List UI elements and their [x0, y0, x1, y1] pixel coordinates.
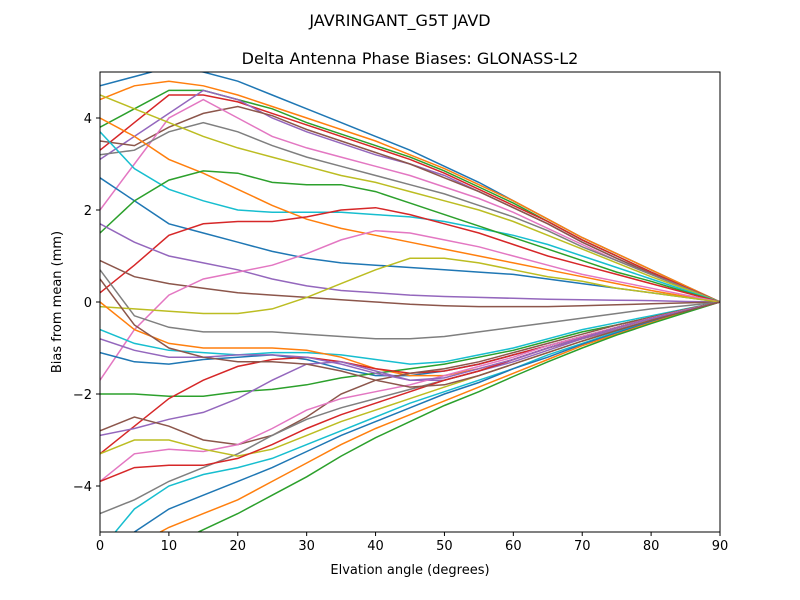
- series-line: [196, 301, 720, 532]
- series-line: [100, 269, 720, 340]
- series-line: [100, 257, 720, 315]
- series-line: [100, 94, 720, 303]
- series-line: [100, 301, 720, 398]
- x-tick-label: 10: [161, 539, 178, 554]
- y-tick-label: 0: [84, 296, 92, 311]
- series-line: [100, 259, 720, 308]
- series-line: [100, 301, 720, 365]
- x-axis-label: Elvation angle (degrees): [330, 563, 489, 578]
- y-tick-label: −2: [73, 388, 92, 403]
- series-line: [100, 229, 720, 381]
- series-line: [133, 301, 720, 532]
- series-line: [100, 80, 720, 303]
- series-line: [100, 301, 720, 446]
- y-tick-label: 4: [84, 112, 92, 127]
- x-tick-label: 20: [230, 539, 247, 554]
- series-line: [100, 117, 720, 303]
- series-line: [100, 121, 720, 303]
- y-axis-label: Bias from mean (mm): [50, 231, 65, 373]
- x-tick-label: 50: [436, 539, 453, 554]
- x-tick-label: 90: [712, 539, 729, 554]
- series-line: [100, 170, 720, 303]
- series-line: [100, 94, 720, 303]
- series-line: [100, 278, 720, 388]
- x-axis: 0 10 20 30 40 50 60 70 80 90: [96, 532, 728, 554]
- y-tick-label: 2: [84, 204, 92, 219]
- y-axis: −4 −2 0 2 4: [73, 112, 100, 495]
- chart-title: Delta Antenna Phase Biases: GLONASS-L2: [242, 49, 579, 68]
- x-tick-label: 70: [574, 539, 591, 554]
- x-tick-label: 40: [367, 539, 384, 554]
- chart-suptitle: JAVRINGANT_G5T JAVD: [308, 11, 490, 31]
- x-tick-label: 30: [298, 539, 315, 554]
- series-line: [100, 206, 720, 303]
- x-tick-label: 60: [505, 539, 522, 554]
- series-line: [100, 131, 720, 303]
- plot-area-frame: [99, 71, 721, 533]
- series-line: [114, 301, 720, 532]
- series-line: [100, 105, 720, 303]
- series-line: [100, 223, 720, 303]
- x-tick-label: 80: [643, 539, 660, 554]
- y-tick-label: −4: [73, 480, 92, 495]
- series-lines: [100, 72, 720, 532]
- x-tick-label: 0: [96, 539, 104, 554]
- series-line: [158, 301, 720, 532]
